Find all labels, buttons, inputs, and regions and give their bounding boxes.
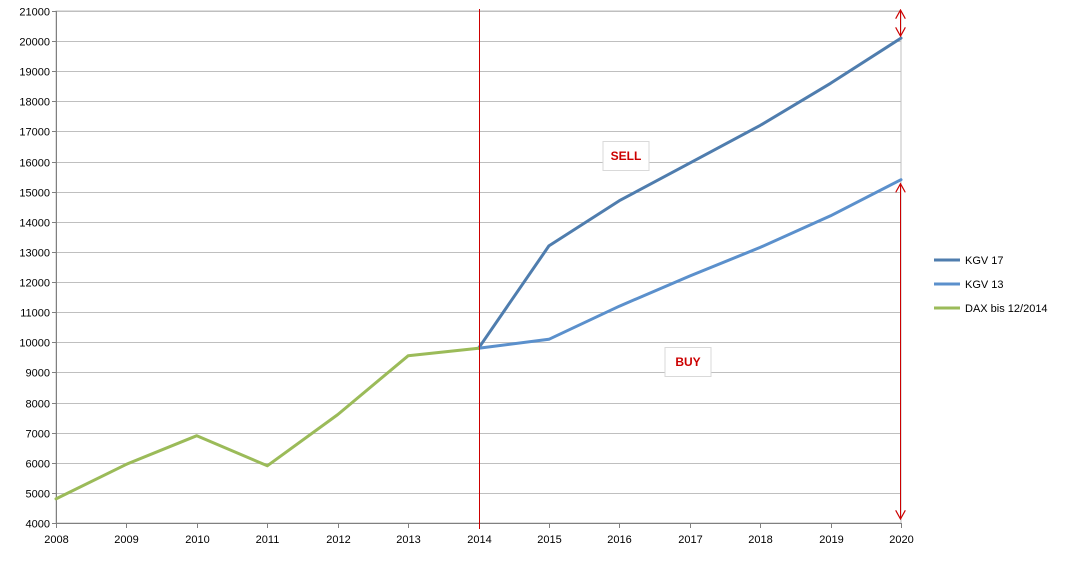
y-tick-label: 14000 bbox=[19, 218, 50, 230]
x-tick-label: 2017 bbox=[678, 534, 702, 546]
y-tick-label: 7000 bbox=[26, 429, 50, 441]
x-tick-label: 2020 bbox=[889, 534, 913, 546]
y-tick-label: 21000 bbox=[19, 7, 50, 19]
x-tick-label: 2008 bbox=[44, 534, 68, 546]
sell-label: SELL bbox=[611, 149, 642, 163]
y-tick-label: 11000 bbox=[20, 308, 50, 320]
x-tick-label: 2016 bbox=[607, 534, 631, 546]
y-tick-label: 13000 bbox=[19, 248, 50, 260]
x-tick-label: 2019 bbox=[819, 534, 843, 546]
y-tick-label: 9000 bbox=[26, 368, 50, 380]
x-tick-label: 2012 bbox=[326, 534, 350, 546]
x-tick-label: 2009 bbox=[114, 534, 138, 546]
series-line-2 bbox=[56, 348, 479, 499]
legend-label: DAX bis 12/2014 bbox=[965, 303, 1048, 315]
plot-area-border bbox=[56, 11, 901, 523]
annotations: SELL BUY bbox=[480, 9, 901, 529]
y-tick-label: 12000 bbox=[19, 278, 50, 290]
y-tick-label: 19000 bbox=[19, 67, 50, 79]
x-tick-label: 2010 bbox=[185, 534, 209, 546]
series-line-1 bbox=[479, 180, 902, 349]
y-tick-label: 15000 bbox=[19, 188, 50, 200]
x-tick-label: 2018 bbox=[748, 534, 772, 546]
y-tick-label: 10000 bbox=[19, 338, 50, 350]
y-tick-label: 18000 bbox=[19, 97, 50, 109]
x-tick-label: 2014 bbox=[467, 534, 491, 546]
y-tick-label: 17000 bbox=[19, 127, 50, 139]
legend-label: KGV 13 bbox=[965, 279, 1004, 291]
x-tick-label: 2015 bbox=[537, 534, 561, 546]
series-line-0 bbox=[479, 38, 902, 348]
y-tick-label: 5000 bbox=[26, 489, 50, 501]
gridlines bbox=[56, 11, 901, 524]
buy-label: BUY bbox=[675, 355, 700, 369]
y-tick-label: 16000 bbox=[19, 158, 50, 170]
legend-label: KGV 17 bbox=[965, 255, 1004, 267]
y-tick-label: 8000 bbox=[26, 399, 50, 411]
series-lines bbox=[56, 38, 901, 499]
x-tick-label: 2011 bbox=[256, 534, 280, 546]
axes: 4000 5000 6000 7000 8000 9000 10000 11000 12000 1… bbox=[19, 7, 913, 547]
y-tick-label: 20000 bbox=[19, 37, 50, 49]
y-tick-label: 4000 bbox=[26, 519, 50, 531]
legend: KGV 17 KGV 13 DAX bis 12/2014 bbox=[934, 255, 1048, 315]
x-tick-label: 2013 bbox=[396, 534, 420, 546]
y-tick-label: 6000 bbox=[26, 459, 50, 471]
